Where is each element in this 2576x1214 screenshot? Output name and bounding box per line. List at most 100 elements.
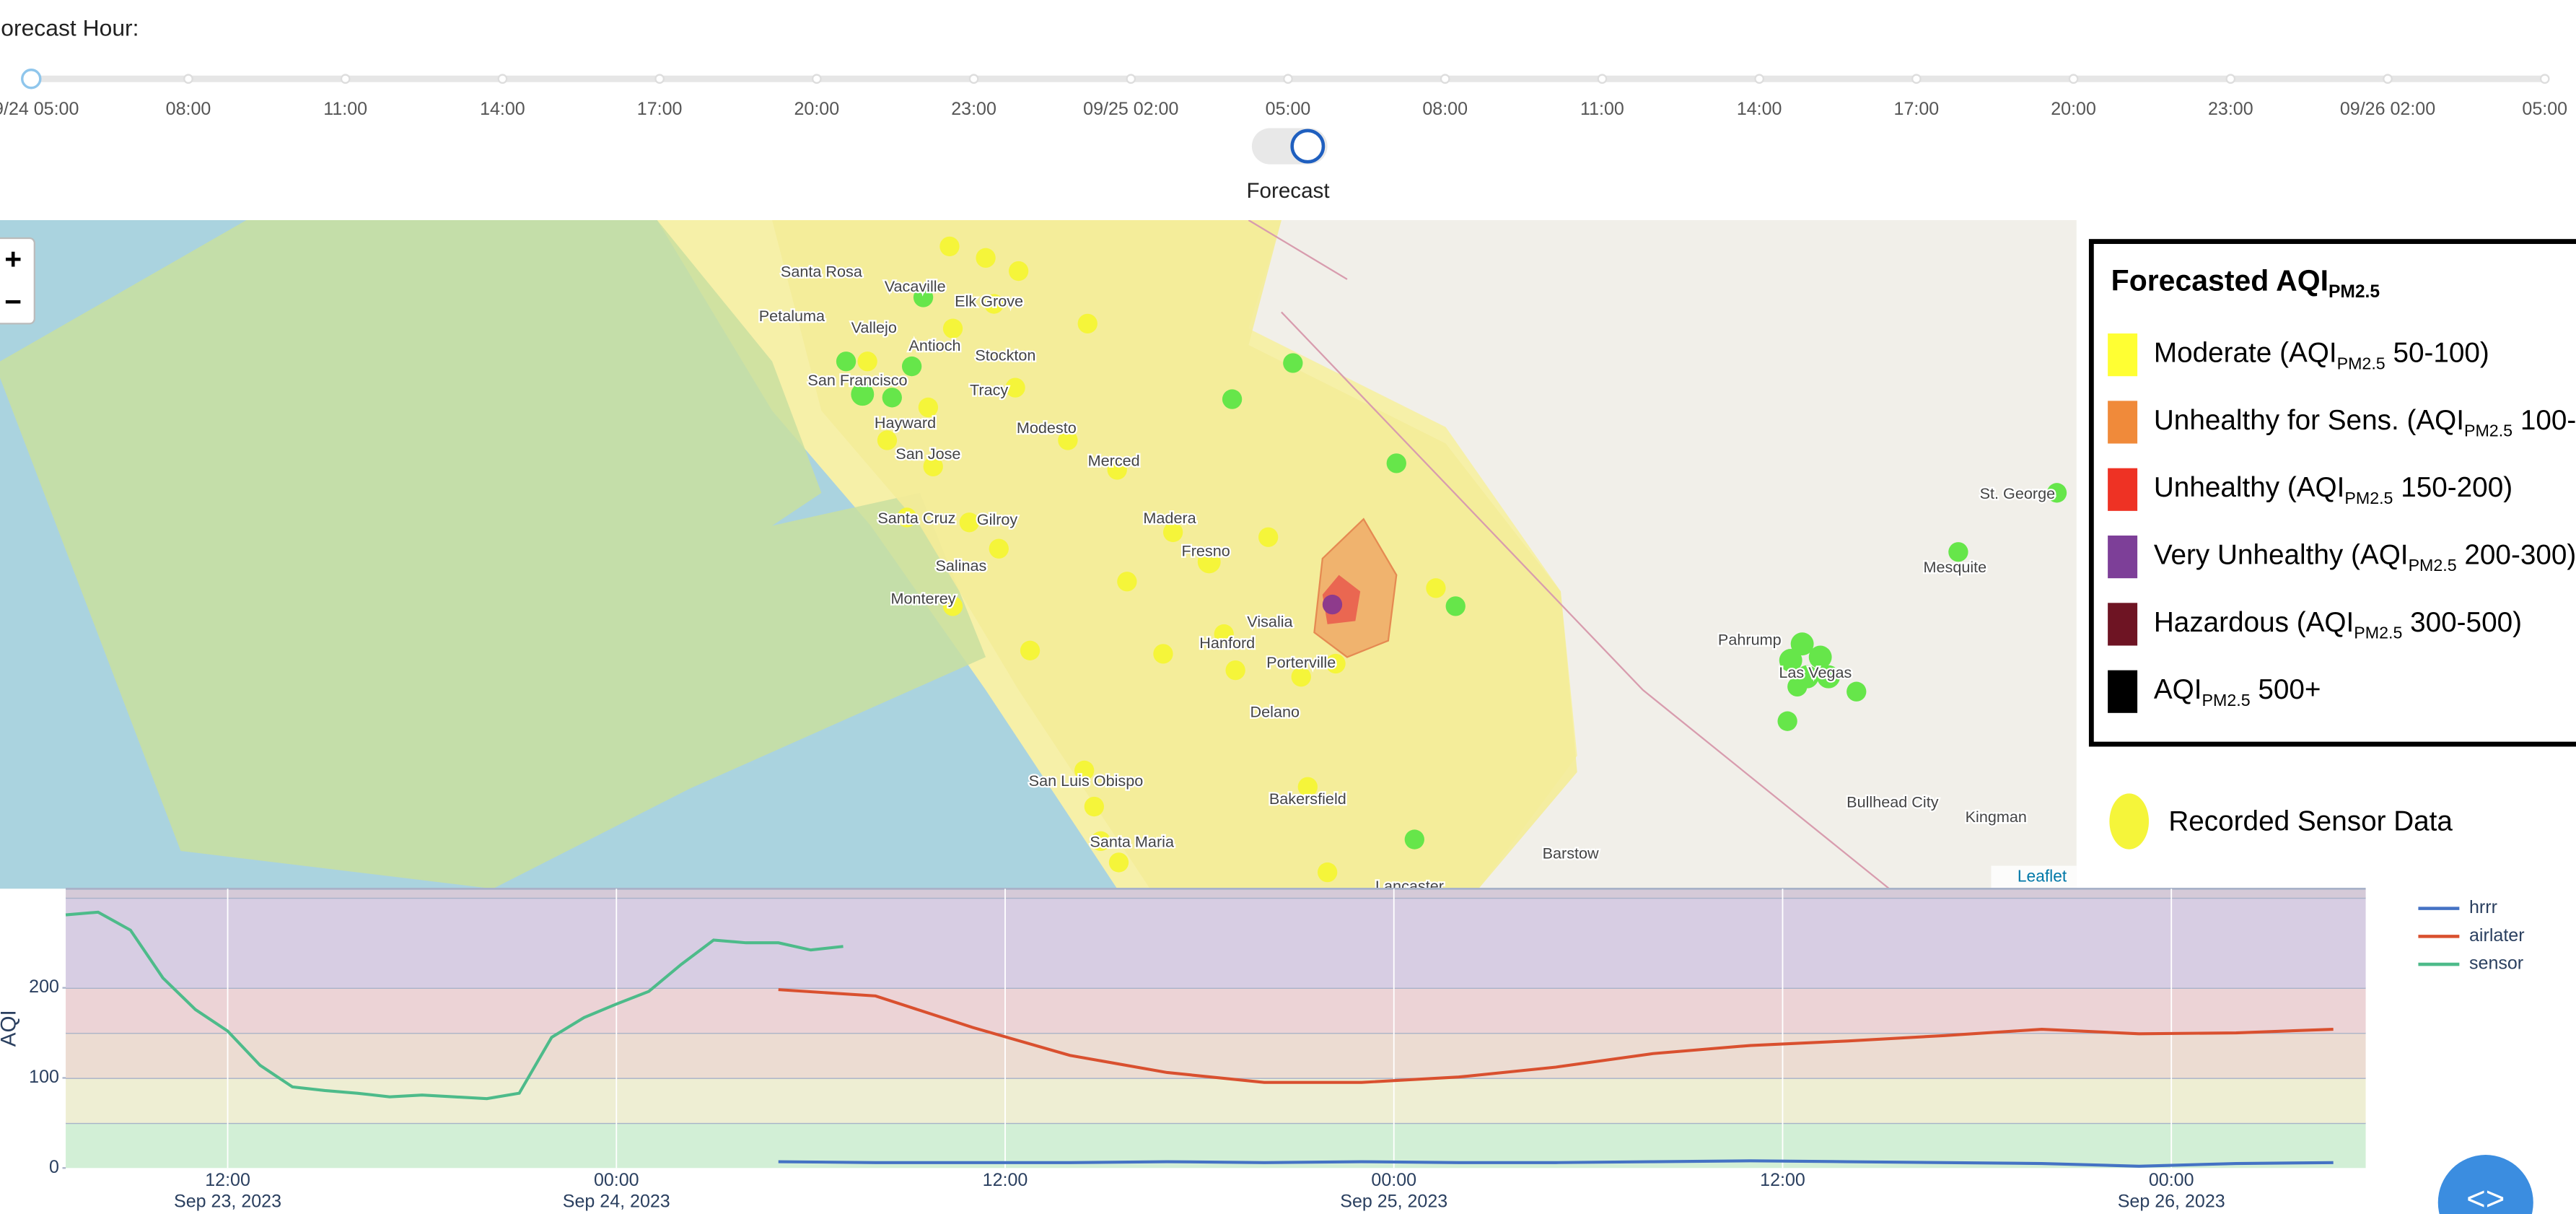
legend-swatch bbox=[2108, 401, 2138, 444]
map-place-label: Vallejo bbox=[851, 318, 897, 336]
x-tick-label: Sep 25, 2023 bbox=[1340, 1192, 1447, 1212]
legend-item: Moderate (AQIPM2.5 50-100) bbox=[2154, 338, 2489, 373]
slider-tick[interactable] bbox=[2539, 74, 2550, 84]
slider-tick[interactable] bbox=[812, 74, 822, 84]
map-place-label: Kingman bbox=[1966, 808, 2027, 826]
y-tick-label: 0 bbox=[49, 1157, 59, 1177]
legend-item-sub: PM2.5 bbox=[2337, 354, 2386, 372]
map-place-label: Gilroy bbox=[977, 510, 1018, 528]
slider-label[interactable]: 09/24 05:00 bbox=[0, 99, 79, 119]
slider-label[interactable]: 08:00 bbox=[1422, 99, 1468, 119]
nav-icon[interactable]: <> bbox=[2466, 1180, 2505, 1214]
slider-tick[interactable] bbox=[2068, 74, 2079, 84]
sensor-dots-good bbox=[836, 287, 2067, 850]
legend-item-text: 500+ bbox=[2251, 674, 2321, 705]
slider-label[interactable]: 09/25 02:00 bbox=[1083, 99, 1178, 119]
legend-item-text: Unhealthy (AQI bbox=[2154, 472, 2345, 503]
slider-tick[interactable] bbox=[2225, 74, 2236, 84]
map-place-label: Stockton bbox=[975, 346, 1035, 364]
legend-item: Hazardous (AQIPM2.5 300-500) bbox=[2154, 607, 2522, 642]
map-place-label: San Luis Obispo bbox=[1029, 772, 1144, 790]
map-place-label: Barstow bbox=[1543, 844, 1599, 862]
legend-item-text: Hazardous (AQI bbox=[2154, 607, 2354, 638]
toggle-label: Forecast bbox=[1246, 179, 1329, 203]
x-tick-label: Sep 26, 2023 bbox=[2118, 1192, 2225, 1212]
map-place-label: St. George bbox=[1980, 484, 2056, 502]
slider-label[interactable]: 17:00 bbox=[1894, 99, 1940, 119]
forecast-hour-label: Forecast Hour: bbox=[0, 14, 139, 40]
attribution-bg bbox=[1991, 865, 2077, 889]
slider-tick[interactable] bbox=[1754, 74, 1764, 84]
slider-label[interactable]: 14:00 bbox=[480, 99, 525, 119]
legend-label[interactable]: sensor bbox=[2469, 953, 2523, 974]
legend-item-text: 200-300) bbox=[2457, 540, 2576, 571]
map-place-label: Vacaville bbox=[885, 277, 946, 295]
aqi-band bbox=[66, 888, 2366, 898]
slider-tick[interactable] bbox=[1440, 74, 1450, 84]
series-line bbox=[778, 1159, 2334, 1168]
legend-swatch bbox=[2108, 603, 2138, 646]
attribution[interactable]: Leaflet bbox=[2018, 866, 2067, 885]
slider-label[interactable]: 20:00 bbox=[2051, 99, 2096, 119]
slider-label[interactable]: 17:00 bbox=[637, 99, 683, 119]
legend-item-text: 50-100) bbox=[2386, 338, 2489, 369]
legend-swatch bbox=[2108, 670, 2138, 713]
slider-tick[interactable] bbox=[183, 74, 193, 84]
zoom-control bbox=[0, 237, 35, 325]
slider-tick[interactable] bbox=[497, 74, 508, 84]
slider-label[interactable]: 11:00 bbox=[1580, 99, 1624, 119]
map-place-label: Antioch bbox=[908, 336, 960, 354]
slider-label[interactable]: 08:00 bbox=[166, 99, 211, 119]
legend-label[interactable]: hrrr bbox=[2469, 897, 2497, 917]
legend-item-text: Unhealthy for Sens. (AQI bbox=[2154, 405, 2464, 436]
x-tick-label: Sep 23, 2023 bbox=[174, 1192, 281, 1212]
x-tick-label: 12:00 bbox=[983, 1170, 1028, 1190]
slider-tick[interactable] bbox=[968, 74, 979, 84]
slider-label[interactable]: 23:00 bbox=[2208, 99, 2253, 119]
slider-tick[interactable] bbox=[340, 74, 351, 84]
map-place-label: Madera bbox=[1143, 509, 1196, 527]
slider-tick[interactable] bbox=[1597, 74, 1608, 84]
zoom-out[interactable]: − bbox=[4, 285, 22, 318]
legend-label[interactable]: airlater bbox=[2469, 925, 2525, 946]
legend-item-text: 100-150) bbox=[2513, 405, 2576, 436]
map-place-label: Pahrump bbox=[1718, 630, 1782, 648]
aqi-very-unhealthy-area bbox=[1322, 594, 1343, 615]
map[interactable]: Santa Rosa Petaluma Vacaville Vallejo Antioc… bbox=[0, 219, 2077, 895]
map-place-label: Visalia bbox=[1247, 612, 1293, 630]
slider-tick[interactable] bbox=[1126, 74, 1136, 84]
nav-button[interactable] bbox=[2437, 1155, 2533, 1214]
slider-tick[interactable] bbox=[1911, 74, 1922, 84]
series-line bbox=[778, 988, 2334, 1084]
x-tick-label: Sep 24, 2023 bbox=[563, 1192, 670, 1212]
slider-label[interactable]: 20:00 bbox=[794, 99, 840, 119]
y-axis-title: AQI bbox=[0, 1010, 20, 1047]
slider-handle[interactable] bbox=[21, 69, 42, 89]
slider-tick[interactable] bbox=[1283, 74, 1293, 84]
map-place-label: Tracy bbox=[970, 380, 1008, 398]
slider-label[interactable]: 11:00 bbox=[323, 99, 367, 119]
sensor-dots-moderate bbox=[857, 236, 1446, 883]
map-place-label: Bakersfield bbox=[1269, 790, 1346, 808]
map-place-label: Porterville bbox=[1266, 653, 1336, 671]
slider-tick[interactable] bbox=[2383, 74, 2393, 84]
slider-label[interactable]: 09/26 02:00 bbox=[2340, 99, 2435, 119]
x-tick-label: 12:00 bbox=[205, 1170, 250, 1190]
toggle-knob[interactable] bbox=[1290, 128, 1326, 164]
map-place-label: Mesquite bbox=[1924, 558, 1987, 576]
x-tick-label: 00:00 bbox=[2149, 1170, 2194, 1190]
map-place-label: Hanford bbox=[1199, 634, 1255, 652]
slider-label[interactable]: 23:00 bbox=[951, 99, 996, 119]
slider-tick[interactable] bbox=[654, 74, 665, 84]
zoom-in[interactable]: + bbox=[4, 243, 22, 276]
legend-item: Unhealthy for Sens. (AQIPM2.5 100-150) bbox=[2154, 405, 2576, 440]
legend-item-text: Very Unhealthy (AQI bbox=[2154, 540, 2409, 571]
legend-item-text: Moderate (AQI bbox=[2154, 338, 2337, 369]
slider-label[interactable]: 05:00 bbox=[2522, 99, 2567, 119]
slider-label[interactable]: 14:00 bbox=[1737, 99, 1782, 119]
legend-item-sub: PM2.5 bbox=[2354, 624, 2402, 642]
slider[interactable]: 09/24 05:00 08:00 11:00 14:00 17:00 20:00 23:0… bbox=[0, 74, 2567, 120]
map-place-label: Fresno bbox=[1182, 541, 1230, 559]
slider-label[interactable]: 05:00 bbox=[1266, 99, 1311, 119]
